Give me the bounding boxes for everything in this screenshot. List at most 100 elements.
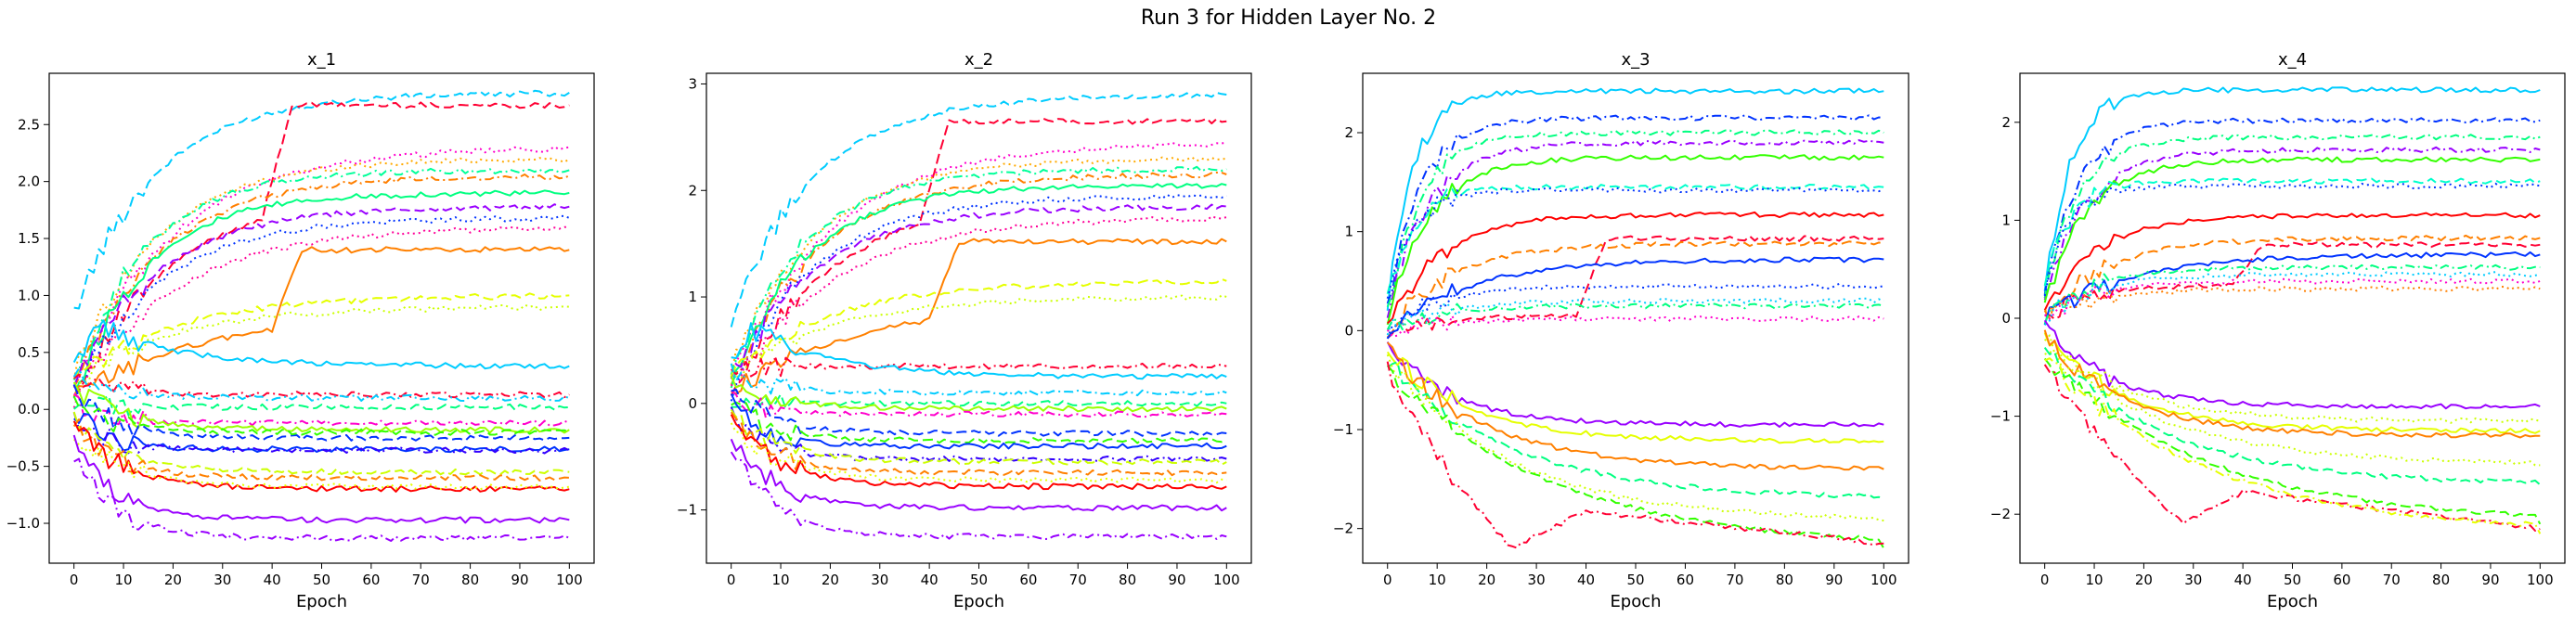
x-tick-label: 10 [114, 572, 132, 588]
series-line [1386, 297, 1884, 336]
series-line [72, 292, 570, 379]
x-axis-label: Epoch [1610, 592, 1661, 611]
series-line [2043, 117, 2541, 295]
x-axis-label: Epoch [953, 592, 1004, 611]
y-tick-label: 2.5 [18, 116, 40, 133]
series-line [730, 375, 1227, 413]
subplot-4: 0 10 20 30 40 50 60 70 80 90 100 −2 −1 0 1 2 x_4 Epoch [1990, 50, 2566, 611]
series-line [2043, 329, 2541, 439]
x-tick-label: 80 [1119, 572, 1136, 588]
series-line [731, 238, 1227, 395]
x-tick-label: 70 [1069, 572, 1087, 588]
y-tick-label: 2.0 [18, 174, 40, 190]
subplot-title: x_2 [964, 50, 993, 70]
x-tick-label: 50 [970, 572, 988, 588]
y-tick-label: −2 [1333, 521, 1353, 537]
series-line [731, 393, 1227, 409]
y-tick-label: 1 [1344, 224, 1353, 240]
series-line [73, 373, 570, 399]
series-line [730, 203, 1227, 379]
x-tick-label: 50 [2284, 572, 2301, 588]
series-line [730, 193, 1227, 402]
series-line [1386, 353, 1884, 522]
series-line [72, 203, 570, 387]
figure-suptitle: Run 3 for Hidden Layer No. 2 [1141, 6, 1436, 30]
x-tick-label: 50 [1626, 572, 1644, 588]
subplot-1: 0 10 20 30 40 50 60 70 80 90 100 −1.0 −0.5 0.0 0.5 1.0 1… [6, 50, 595, 611]
series-line [72, 146, 570, 389]
series-line [2044, 357, 2542, 534]
x-tick-label: 40 [264, 572, 281, 588]
series-line [72, 434, 570, 524]
series-line [72, 246, 570, 397]
series-line [1387, 361, 1884, 500]
y-tick-label: 2 [1344, 124, 1353, 141]
series-line [731, 401, 1227, 444]
series-lines [72, 89, 570, 542]
series-line [2044, 351, 2541, 467]
series-line [2043, 134, 2541, 299]
series-line [1386, 282, 1884, 340]
x-tick-label: 0 [2040, 572, 2050, 588]
series-lines [2043, 86, 2542, 534]
series-line [730, 277, 1227, 377]
series-line [730, 172, 1227, 385]
series-line [1387, 235, 1884, 340]
series-line [730, 393, 1227, 450]
series-line [730, 356, 1227, 378]
x-tick-label: 10 [1429, 572, 1446, 588]
series-line [2043, 332, 2541, 434]
x-tick-label: 20 [1478, 572, 1495, 588]
series-line [731, 294, 1227, 379]
x-tick-label: 40 [2234, 572, 2252, 588]
series-line [1387, 211, 1884, 325]
series-line [2043, 86, 2541, 291]
series-line [731, 388, 1227, 437]
x-tick-label: 60 [1019, 572, 1037, 588]
series-line [731, 390, 1227, 419]
series-line [1386, 351, 1884, 444]
series-line [730, 406, 1227, 463]
series-line [1386, 114, 1884, 304]
series-line [1386, 315, 1884, 338]
series-line [2043, 364, 2541, 532]
series-line [72, 412, 570, 455]
y-tick-label: 0.5 [18, 344, 40, 361]
series-line [2043, 347, 2541, 486]
series-line [1386, 129, 1884, 308]
x-tick-label: 60 [2333, 572, 2350, 588]
series-line [73, 89, 570, 310]
x-tick-label: 90 [511, 572, 528, 588]
x-tick-label: 20 [164, 572, 182, 588]
x-tick-label: 90 [2481, 572, 2499, 588]
x-tick-label: 0 [727, 572, 736, 588]
y-tick-label: 3 [688, 75, 697, 92]
x-tick-label: 40 [1577, 572, 1595, 588]
series-line [730, 117, 1227, 396]
x-tick-label: 30 [214, 572, 231, 588]
series-line [72, 384, 570, 442]
series-line [2043, 251, 2541, 326]
series-line [2043, 264, 2541, 325]
x-tick-label: 30 [2184, 572, 2202, 588]
series-line [2043, 319, 2541, 410]
series-line [72, 214, 570, 398]
series-line [730, 422, 1227, 484]
y-tick-label: 2 [2001, 114, 2011, 131]
series-line [72, 438, 570, 491]
series-line [1386, 302, 1884, 330]
y-tick-label: 2 [688, 182, 697, 199]
y-tick-label: −1 [1333, 421, 1353, 438]
x-tick-label: 50 [313, 572, 330, 588]
series-line [72, 381, 570, 434]
y-tick-label: 1.0 [18, 287, 40, 303]
series-line [730, 408, 1227, 466]
y-tick-label: −1.0 [6, 515, 40, 532]
series-line [1386, 365, 1885, 549]
y-tick-label: 1.5 [18, 230, 40, 247]
x-tick-label: 90 [1168, 572, 1185, 588]
series-line [72, 420, 570, 493]
series-line [72, 367, 570, 402]
subplot-title: x_3 [1621, 50, 1650, 70]
series-lines [1386, 87, 1885, 549]
